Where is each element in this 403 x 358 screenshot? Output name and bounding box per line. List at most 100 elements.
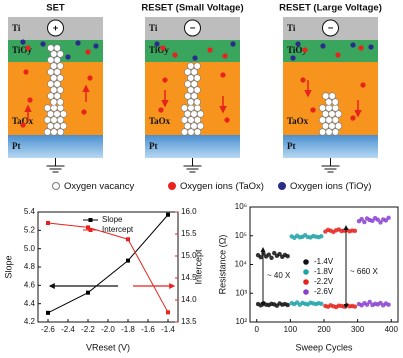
vacancy [50, 98, 58, 106]
layer-label: Pt [12, 141, 21, 151]
vacancy [50, 128, 58, 136]
panel-title: RESET (Large Voltage) [279, 3, 382, 14]
panel-title: RESET (Small Voltage) [141, 3, 243, 14]
point [266, 252, 272, 257]
layer-label: Ti [287, 23, 296, 33]
ion-tioy [75, 40, 81, 46]
legend-marker [303, 259, 309, 265]
legend-label: -2.2V [314, 277, 334, 286]
legend-label: Oxygen ions (TiOy) [290, 181, 371, 192]
vacancy [59, 110, 68, 118]
vacancy [56, 50, 64, 58]
ion-taox [207, 47, 213, 53]
vacancy [183, 122, 192, 130]
vacancy [193, 98, 201, 106]
ion-tioy [93, 43, 99, 49]
ion-taox [302, 47, 308, 53]
ion-taox [27, 97, 33, 103]
x-tick-label: -1.8 [121, 325, 135, 334]
point [359, 216, 364, 222]
vacancy [180, 104, 189, 112]
vacancy [196, 110, 205, 118]
vacancy [43, 128, 52, 136]
vacancy [334, 122, 343, 130]
vacancy [187, 86, 195, 94]
ion-taox [220, 72, 226, 78]
vacancy [193, 86, 201, 94]
annotation: ~ 660 X [350, 267, 378, 276]
vacancy [46, 110, 55, 118]
vacancy [53, 92, 61, 100]
x-tick-label: -1.6 [141, 325, 155, 334]
y2-tick-label: 15.0 [181, 251, 197, 260]
vacancy [53, 44, 61, 52]
ion-tioy [20, 39, 26, 45]
vacancy [43, 116, 52, 124]
series-line [47, 222, 169, 313]
x-tick-label: -2.2 [81, 325, 95, 334]
ion-taox [87, 75, 93, 81]
ion-taox [350, 115, 356, 121]
ion-taox [160, 45, 166, 51]
legend-label: -2.6V [314, 287, 334, 296]
vacancy [321, 122, 330, 130]
vacancy [325, 98, 333, 106]
bias-sign: − [328, 23, 334, 34]
point [166, 212, 170, 217]
ion-taox [162, 77, 168, 83]
layer-label: TaOx [149, 116, 171, 126]
point [352, 304, 358, 309]
layer-label: Pt [287, 141, 296, 151]
y-tick-label: 10⁵ [235, 231, 247, 240]
vacancy [193, 62, 201, 70]
ion-tioy [350, 42, 356, 48]
point [258, 254, 263, 260]
y-axis-label: Slope [3, 255, 13, 278]
ion-tioy [40, 41, 46, 47]
y-tick-label: 10³ [235, 288, 247, 297]
y2-tick-label: 15.5 [181, 229, 197, 238]
vacancy [184, 80, 192, 88]
vacancy [47, 68, 55, 76]
point [277, 251, 282, 257]
legend-label: -1.8V [314, 267, 334, 276]
vacancy [328, 110, 336, 118]
vacancy [331, 104, 340, 112]
layer-pt [283, 135, 378, 158]
point [86, 290, 90, 295]
point [370, 218, 375, 224]
vacancy [56, 98, 64, 106]
y2-tick-label: 14.0 [181, 295, 197, 304]
point [126, 237, 130, 242]
ion-taox [335, 52, 341, 58]
bias-sign-circle [322, 19, 339, 37]
point [364, 302, 370, 307]
layer-label: TaOx [287, 116, 309, 126]
point [46, 310, 50, 315]
vacancy [318, 116, 327, 124]
point [285, 302, 290, 308]
vacancy [325, 128, 333, 136]
vacancy [43, 104, 52, 112]
point [383, 218, 389, 223]
vacancy [50, 74, 58, 82]
vacancy [184, 68, 192, 76]
vacancy [50, 50, 58, 58]
vacancy [187, 98, 195, 106]
ion-taox [300, 77, 306, 83]
y-tick-label: 10⁶ [235, 202, 247, 211]
ion-tioy [295, 41, 301, 47]
vacancy [325, 116, 333, 124]
point [285, 253, 290, 259]
legend-marker [278, 182, 286, 190]
point [272, 250, 277, 256]
vacancy [50, 62, 58, 70]
panel-title: SET [46, 3, 65, 14]
y-tick-label: 5.0 [24, 244, 36, 253]
x-axis-label: VReset (V) [86, 342, 130, 352]
ion-tioy [320, 43, 326, 49]
annotation: ~ 40 X [267, 271, 291, 280]
x-tick-label: -2.0 [101, 325, 115, 334]
vacancy [56, 116, 65, 124]
